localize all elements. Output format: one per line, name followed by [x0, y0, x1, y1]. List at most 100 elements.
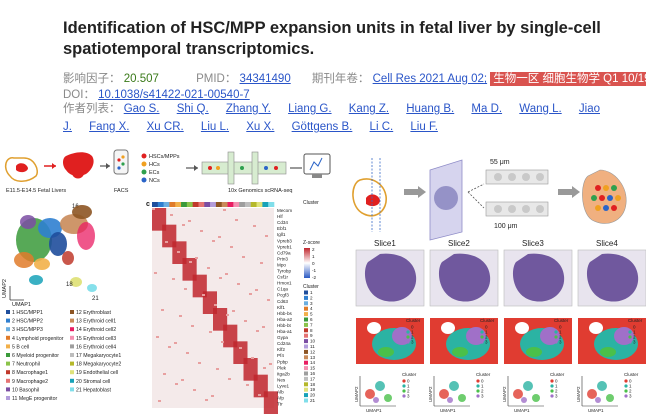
cluster-legend-item: 1 — [411, 330, 414, 335]
cluster-legend-item: 2 — [485, 335, 488, 340]
legend-item: 16 Erythroid cell4 — [76, 344, 116, 350]
cluster-key-swatch — [304, 344, 308, 349]
figure: E11.5-E14.5 Fetal Livers FACS HSCs/MPPs … — [2, 149, 646, 414]
cluster-dot-icon — [406, 335, 410, 339]
panel-c-heatmap: c MecomHlfCd34Ebf1Igll1Vpreb3Vpreb1Cd79a… — [146, 200, 320, 414]
cluster-bar-segment — [181, 202, 188, 207]
author-link[interactable]: Xu X. — [246, 121, 275, 133]
author-link[interactable]: Huang B. — [406, 103, 455, 115]
legend-swatch — [70, 318, 74, 323]
cluster-key-item: 5 — [310, 312, 313, 317]
heatmap-cell — [209, 331, 212, 333]
cluster-bar-segment — [204, 202, 211, 207]
cluster-legend-title: Cluster — [406, 318, 421, 323]
author-link[interactable]: Zhang Y. — [225, 103, 271, 115]
cluster-legend-item: 2 — [407, 389, 410, 394]
author-link[interactable]: Liu L. — [200, 121, 230, 133]
heatmap-cell — [255, 289, 258, 291]
zscore-tick: 2 — [312, 247, 315, 252]
author-link[interactable]: Kang Z. — [348, 103, 390, 115]
legend-item: 14 Erythroid cell2 — [76, 327, 116, 333]
umap-blob — [449, 381, 459, 391]
gene-label: Nes — [277, 377, 286, 382]
heatmap-cell — [152, 208, 155, 210]
cluster-dot-icon — [480, 330, 484, 334]
spot-diameter-label: 55 μm — [490, 159, 510, 166]
umap-blob — [384, 394, 392, 402]
heatmap-cell — [186, 352, 189, 354]
author-link[interactable]: Gao S. — [123, 103, 160, 115]
legend-swatch — [70, 387, 74, 392]
cluster-legend-title: Cluster — [628, 318, 643, 323]
tissue-section — [364, 253, 417, 302]
author-link[interactable]: Wang L. — [519, 103, 562, 115]
heatmap-cell — [205, 399, 208, 401]
panel-a-umap: 16 18 21 UMAP1 UMAP2 — [2, 204, 99, 308]
cluster-dot-icon — [476, 384, 480, 388]
journal-label: 期刊年卷： — [311, 73, 370, 85]
legend-swatch — [70, 370, 74, 375]
heatmap-cell — [188, 220, 191, 222]
cluster-dot-icon — [628, 340, 632, 344]
author-link[interactable]: Ma D. — [471, 103, 503, 115]
author-link[interactable]: Liang G. — [288, 103, 332, 115]
umap-blob — [532, 394, 540, 402]
umap-y-label: UMAP2 — [2, 279, 8, 298]
cluster-legend-title: Cluster — [476, 372, 491, 377]
author-link[interactable]: Jiao J. — [63, 103, 600, 133]
computer-icon — [303, 153, 331, 178]
umap-blob — [523, 381, 533, 391]
cluster-dot-icon — [402, 389, 406, 393]
cluster-key-swatch — [304, 290, 308, 295]
heatmap-cell — [239, 347, 242, 349]
author-link[interactable]: Liu F. — [410, 121, 438, 133]
heatmap-cell — [207, 267, 210, 269]
author-link[interactable]: Xu CR. — [146, 121, 184, 133]
heatmap-cell — [175, 383, 178, 385]
cluster-dot-icon — [476, 394, 480, 398]
legend-swatch — [70, 353, 74, 357]
hc-dot-icon — [141, 161, 147, 167]
panel-spatial-workflow: 55 μm 100 μm — [352, 158, 627, 241]
author-link[interactable]: Fang X. — [89, 121, 130, 133]
cluster-key-item: 7 — [310, 322, 313, 327]
cluster-key-swatch — [304, 301, 308, 306]
arrow-head-icon — [194, 165, 198, 171]
journal-link[interactable]: Cell Res 2021 Aug 02; — [372, 73, 488, 85]
spot-array-icon — [485, 169, 549, 217]
cluster-bar-segment — [227, 202, 234, 207]
authors-label: 作者列表： — [63, 103, 121, 115]
cluster-dot-icon — [406, 330, 410, 334]
umap-blob — [373, 397, 379, 403]
heatmap-cell — [193, 389, 196, 391]
heatmap-cell — [170, 214, 173, 216]
legend-swatch — [6, 327, 10, 332]
cluster-bar-segment — [262, 202, 269, 207]
cluster-key-item: 8 — [310, 328, 313, 333]
umap-blob — [447, 397, 453, 403]
cluster-legend-item: 3 — [485, 340, 488, 345]
cluster-bar-segment — [157, 202, 164, 207]
author-link[interactable]: Shi Q. — [176, 103, 209, 115]
cluster-dot-icon — [624, 379, 628, 383]
cluster-key-swatch — [304, 371, 308, 376]
heatmap-cell — [172, 278, 175, 280]
dissected-liver-icon — [63, 152, 94, 179]
pmid-link[interactable]: 34341490 — [239, 73, 291, 85]
author-link[interactable]: Göttgens B. — [291, 121, 353, 133]
heatmap-cell — [260, 262, 263, 264]
zscore-colorbar — [304, 248, 310, 278]
gene-label: Cd24a — [277, 341, 291, 346]
gene-label: Vpreb3 — [277, 238, 292, 243]
author-link[interactable]: Li C. — [369, 121, 394, 133]
doi-link[interactable]: 10.1038/s41422-021-00540-7 — [98, 89, 250, 101]
heatmap-cell — [226, 314, 229, 316]
cluster-legend-title-2: Cluster — [303, 284, 319, 290]
gene-label: Cd79a — [277, 250, 291, 255]
umap-blob — [595, 397, 601, 403]
legend-item: 4 Lymphoid progenitor — [12, 336, 64, 342]
gene-label: Ppbp — [277, 359, 288, 364]
mapped-section-icon — [582, 169, 627, 224]
gene-label: Klf1 — [277, 305, 285, 310]
cluster-key-item: 11 — [310, 344, 315, 349]
